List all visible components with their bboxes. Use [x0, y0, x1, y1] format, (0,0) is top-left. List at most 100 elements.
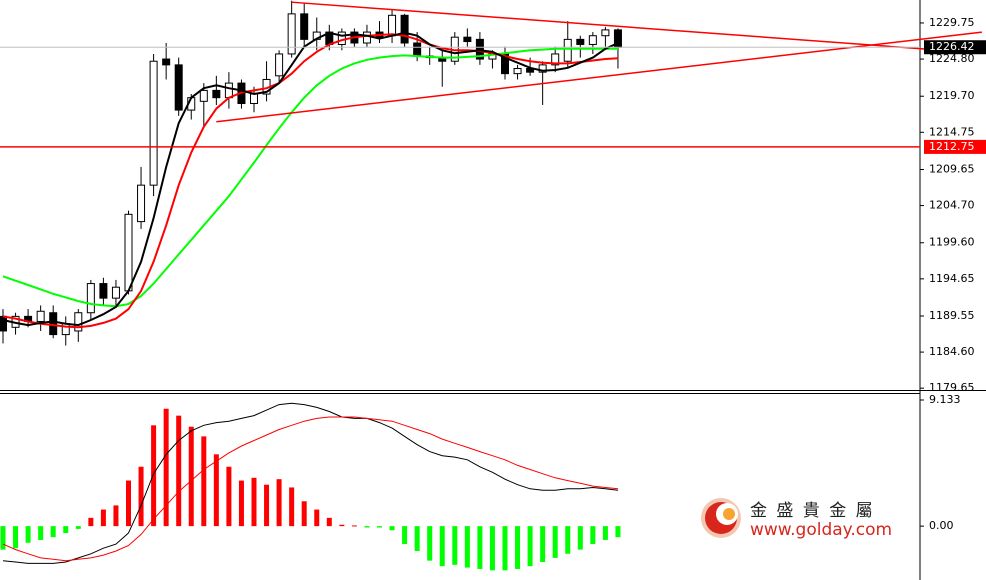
- histogram-bar: [565, 526, 571, 554]
- candle-body: [224, 82, 233, 99]
- watermark-url: www.golday.com: [750, 520, 892, 540]
- histogram-bar: [552, 526, 558, 558]
- candle-body: [74, 312, 83, 332]
- histogram-bar: [351, 525, 357, 527]
- histogram-bar: [314, 509, 320, 527]
- y-tick-label: 1209.65: [929, 162, 975, 175]
- histogram-bar: [326, 517, 332, 527]
- candle-body: [99, 283, 108, 299]
- candle-body: [413, 42, 422, 57]
- price-tag-label: 1226.42: [929, 40, 975, 53]
- candle-body: [563, 38, 572, 62]
- candle-body: [174, 64, 183, 111]
- histogram-bar: [439, 526, 445, 567]
- histogram-bar: [402, 526, 408, 545]
- histogram-bar: [364, 526, 370, 528]
- line: [2, 402, 619, 564]
- candle-body: [250, 93, 258, 105]
- histogram-bar: [489, 526, 495, 571]
- line: [2, 33, 619, 329]
- histogram-bar: [13, 526, 19, 549]
- candle-body: [111, 286, 120, 299]
- candle-body: [362, 31, 371, 44]
- candle-body: [300, 13, 309, 40]
- candle-body: [149, 60, 158, 186]
- histogram-bar: [527, 526, 533, 567]
- histogram-bar: [289, 487, 295, 527]
- candle-body: [36, 310, 45, 322]
- price-tag: [924, 40, 986, 55]
- candle-body: [275, 53, 284, 77]
- price-tag-label: 1212.75: [929, 140, 975, 153]
- y-tick-label: 1214.75: [929, 125, 975, 138]
- candle-body: [588, 35, 597, 45]
- line: [2, 31, 619, 327]
- histogram-bar: [602, 526, 608, 540]
- y-tick-label: 1199.60: [929, 236, 975, 249]
- candle-body: [576, 38, 585, 45]
- watermark-name: 金 盛 貴 金 屬: [750, 501, 875, 521]
- histogram-bar: [163, 408, 169, 527]
- candle-body: [212, 89, 221, 99]
- y-tick-label: 9.133: [929, 393, 961, 406]
- histogram-bar: [126, 480, 131, 527]
- histogram-bar: [63, 526, 69, 534]
- histogram-bar: [264, 484, 270, 527]
- histogram-bar: [301, 501, 307, 527]
- y-tick-label: 1224.80: [929, 52, 975, 65]
- price-tag: [924, 139, 986, 154]
- candle-body: [388, 14, 397, 37]
- y-tick-label: 1184.60: [929, 345, 975, 358]
- histogram-bar: [113, 505, 119, 527]
- histogram-bar: [464, 526, 470, 568]
- histogram-bar: [389, 526, 395, 531]
- histogram-bar: [502, 526, 508, 571]
- histogram-bar: [452, 526, 458, 565]
- histogram-bar: [188, 426, 194, 527]
- logo: [723, 508, 735, 520]
- histogram-bar: [176, 415, 182, 527]
- candle-body: [513, 68, 522, 75]
- candle-body: [538, 64, 547, 73]
- histogram-bar: [238, 480, 244, 527]
- candle-body: [124, 213, 133, 292]
- candle-body: [86, 283, 95, 314]
- histogram-bar: [50, 526, 56, 538]
- candle-body: [601, 29, 610, 37]
- candle-body: [551, 53, 560, 66]
- histogram-bar: [88, 517, 94, 527]
- histogram-bar: [540, 526, 546, 563]
- histogram-bar: [414, 526, 420, 551]
- histogram-bar: [427, 526, 433, 561]
- histogram-bar: [25, 526, 31, 543]
- candle-body: [49, 312, 58, 336]
- candle-body: [463, 36, 472, 43]
- line: [2, 47, 618, 308]
- line: [2, 416, 619, 562]
- candle-body: [337, 31, 346, 45]
- histogram-bar: [138, 466, 144, 527]
- candle-body: [287, 13, 296, 55]
- candle-body: [0, 315, 7, 332]
- candle-body: [400, 14, 409, 44]
- histogram-bar: [339, 524, 345, 527]
- y-tick-label: 1219.70: [929, 89, 975, 102]
- watermark: 金 盛 貴 金 屬 www.golday.com: [701, 498, 892, 540]
- y-tick-label: 1204.70: [929, 199, 975, 212]
- histogram-bar: [75, 526, 81, 529]
- histogram-bar: [276, 479, 282, 527]
- histogram-bar: [377, 526, 382, 528]
- histogram-bar: [100, 509, 106, 527]
- candle-body: [137, 184, 146, 223]
- histogram-bar: [590, 526, 596, 545]
- histogram-bar: [251, 477, 257, 527]
- histogram-bar: [0, 526, 6, 550]
- histogram-bar: [151, 425, 157, 527]
- histogram-bar: [226, 466, 232, 527]
- histogram-bar: [577, 526, 583, 550]
- y-tick-label: 1194.65: [929, 272, 975, 285]
- y-tick-label: 0.00: [929, 519, 954, 532]
- histogram-bar: [38, 526, 44, 540]
- candle-body: [475, 38, 484, 60]
